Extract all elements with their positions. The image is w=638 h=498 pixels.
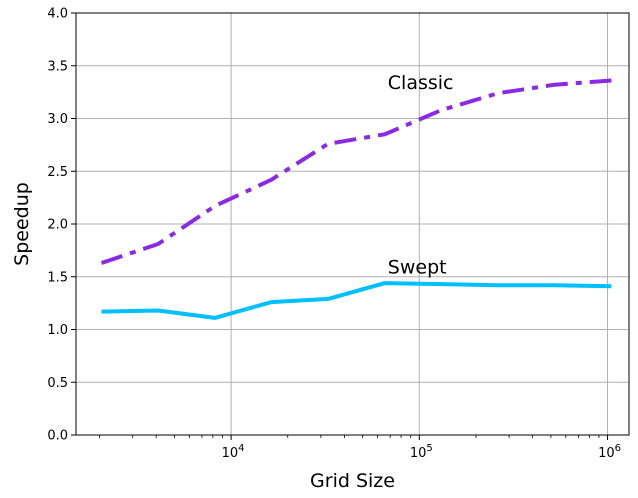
x-tick-label: 104	[222, 443, 245, 461]
y-tick-label: 0.0	[47, 429, 68, 444]
x-tick-label: 106	[598, 443, 621, 461]
y-tick-label: 2.0	[47, 218, 68, 233]
y-tick-label: 3.0	[47, 112, 68, 127]
y-tick-label: 4.0	[47, 7, 68, 22]
grid-lines	[76, 12, 629, 436]
x-tick-label: 105	[410, 443, 433, 461]
y-tick-label: 0.5	[47, 376, 68, 391]
x-axis-title: Grid Size	[310, 470, 395, 492]
y-tick-label: 1.0	[47, 323, 68, 338]
y-tick-label: 1.5	[47, 270, 68, 285]
series-label-classic: Classic	[388, 72, 454, 94]
series-labels: Classic Swept	[388, 72, 454, 279]
y-tick-label: 2.5	[47, 165, 68, 180]
axis-ticks: 0.0 0.5 1.0 1.5 2.0 2.5 3.0 3.5 4.0 104 105 106	[47, 7, 621, 462]
series-line-classic	[100, 78, 612, 265]
y-tick-label: 3.5	[47, 59, 68, 74]
series-line-swept	[101, 281, 612, 320]
series-lines	[100, 78, 612, 320]
y-axis-title: Speedup	[11, 182, 33, 266]
series-label-swept: Swept	[388, 257, 447, 279]
